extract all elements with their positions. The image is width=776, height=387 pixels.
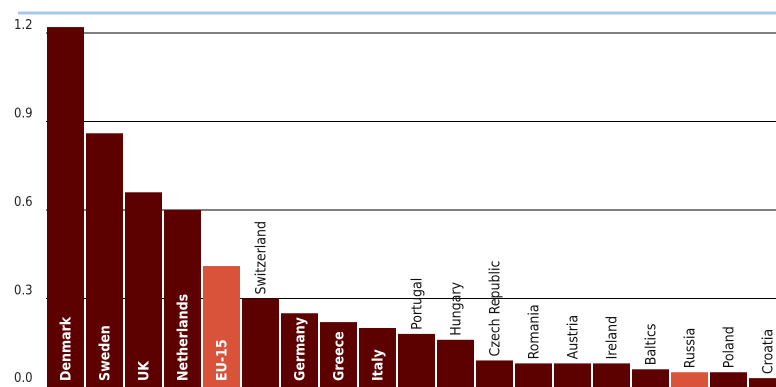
bar xyxy=(164,210,201,387)
bar-labels: Denmark Sweden UK Netherlands EU-15 Switzerla… xyxy=(59,221,776,381)
bar-label: Switzerland xyxy=(254,221,270,294)
bar-label: Austria xyxy=(566,315,582,360)
y-tick-label: 0.9 xyxy=(14,107,33,122)
bar xyxy=(320,322,357,387)
bar xyxy=(125,192,162,387)
bar-label: Ireland xyxy=(605,316,621,360)
bar xyxy=(359,328,396,387)
y-tick-labels: 0.0 0.3 0.6 0.9 1.2 xyxy=(14,18,33,386)
bar-label: UK xyxy=(137,360,153,381)
bar-label: Denmark xyxy=(59,316,75,381)
bar xyxy=(86,133,123,387)
bar xyxy=(515,363,552,387)
bar xyxy=(593,363,630,387)
bar xyxy=(281,313,318,387)
bar-label: Poland xyxy=(722,326,738,368)
bars xyxy=(47,27,776,387)
bar xyxy=(398,333,435,387)
y-tick-label: 0.6 xyxy=(14,195,33,210)
bar-label: Croatia xyxy=(761,329,776,374)
bar xyxy=(710,372,747,387)
bar-label: Russia xyxy=(683,328,699,368)
bar xyxy=(632,369,669,387)
y-tick-label: 1.2 xyxy=(14,18,33,33)
bar xyxy=(476,360,513,387)
bar-label: Hungary xyxy=(449,281,465,335)
bar-label: Greece xyxy=(332,331,348,381)
y-tick-label: 0.3 xyxy=(14,284,33,299)
bar-label: Portugal xyxy=(410,278,426,330)
bar-label: Sweden xyxy=(98,325,114,381)
bar xyxy=(671,372,708,387)
bar-label: Baltics xyxy=(644,324,660,366)
bar-label: Germany xyxy=(293,317,309,381)
bar xyxy=(242,298,279,387)
bar-label: Italy xyxy=(371,349,387,381)
bar xyxy=(749,378,776,387)
bar-label: Netherlands xyxy=(176,294,192,381)
bar xyxy=(47,27,84,387)
y-tick-label: 0.0 xyxy=(14,371,33,386)
bar-label: EU-15 xyxy=(215,339,231,381)
bar xyxy=(437,339,474,387)
bar-label: Czech Republic xyxy=(488,261,504,357)
bar xyxy=(203,266,240,387)
bar-label: Romania xyxy=(527,304,543,359)
bar xyxy=(554,363,591,387)
